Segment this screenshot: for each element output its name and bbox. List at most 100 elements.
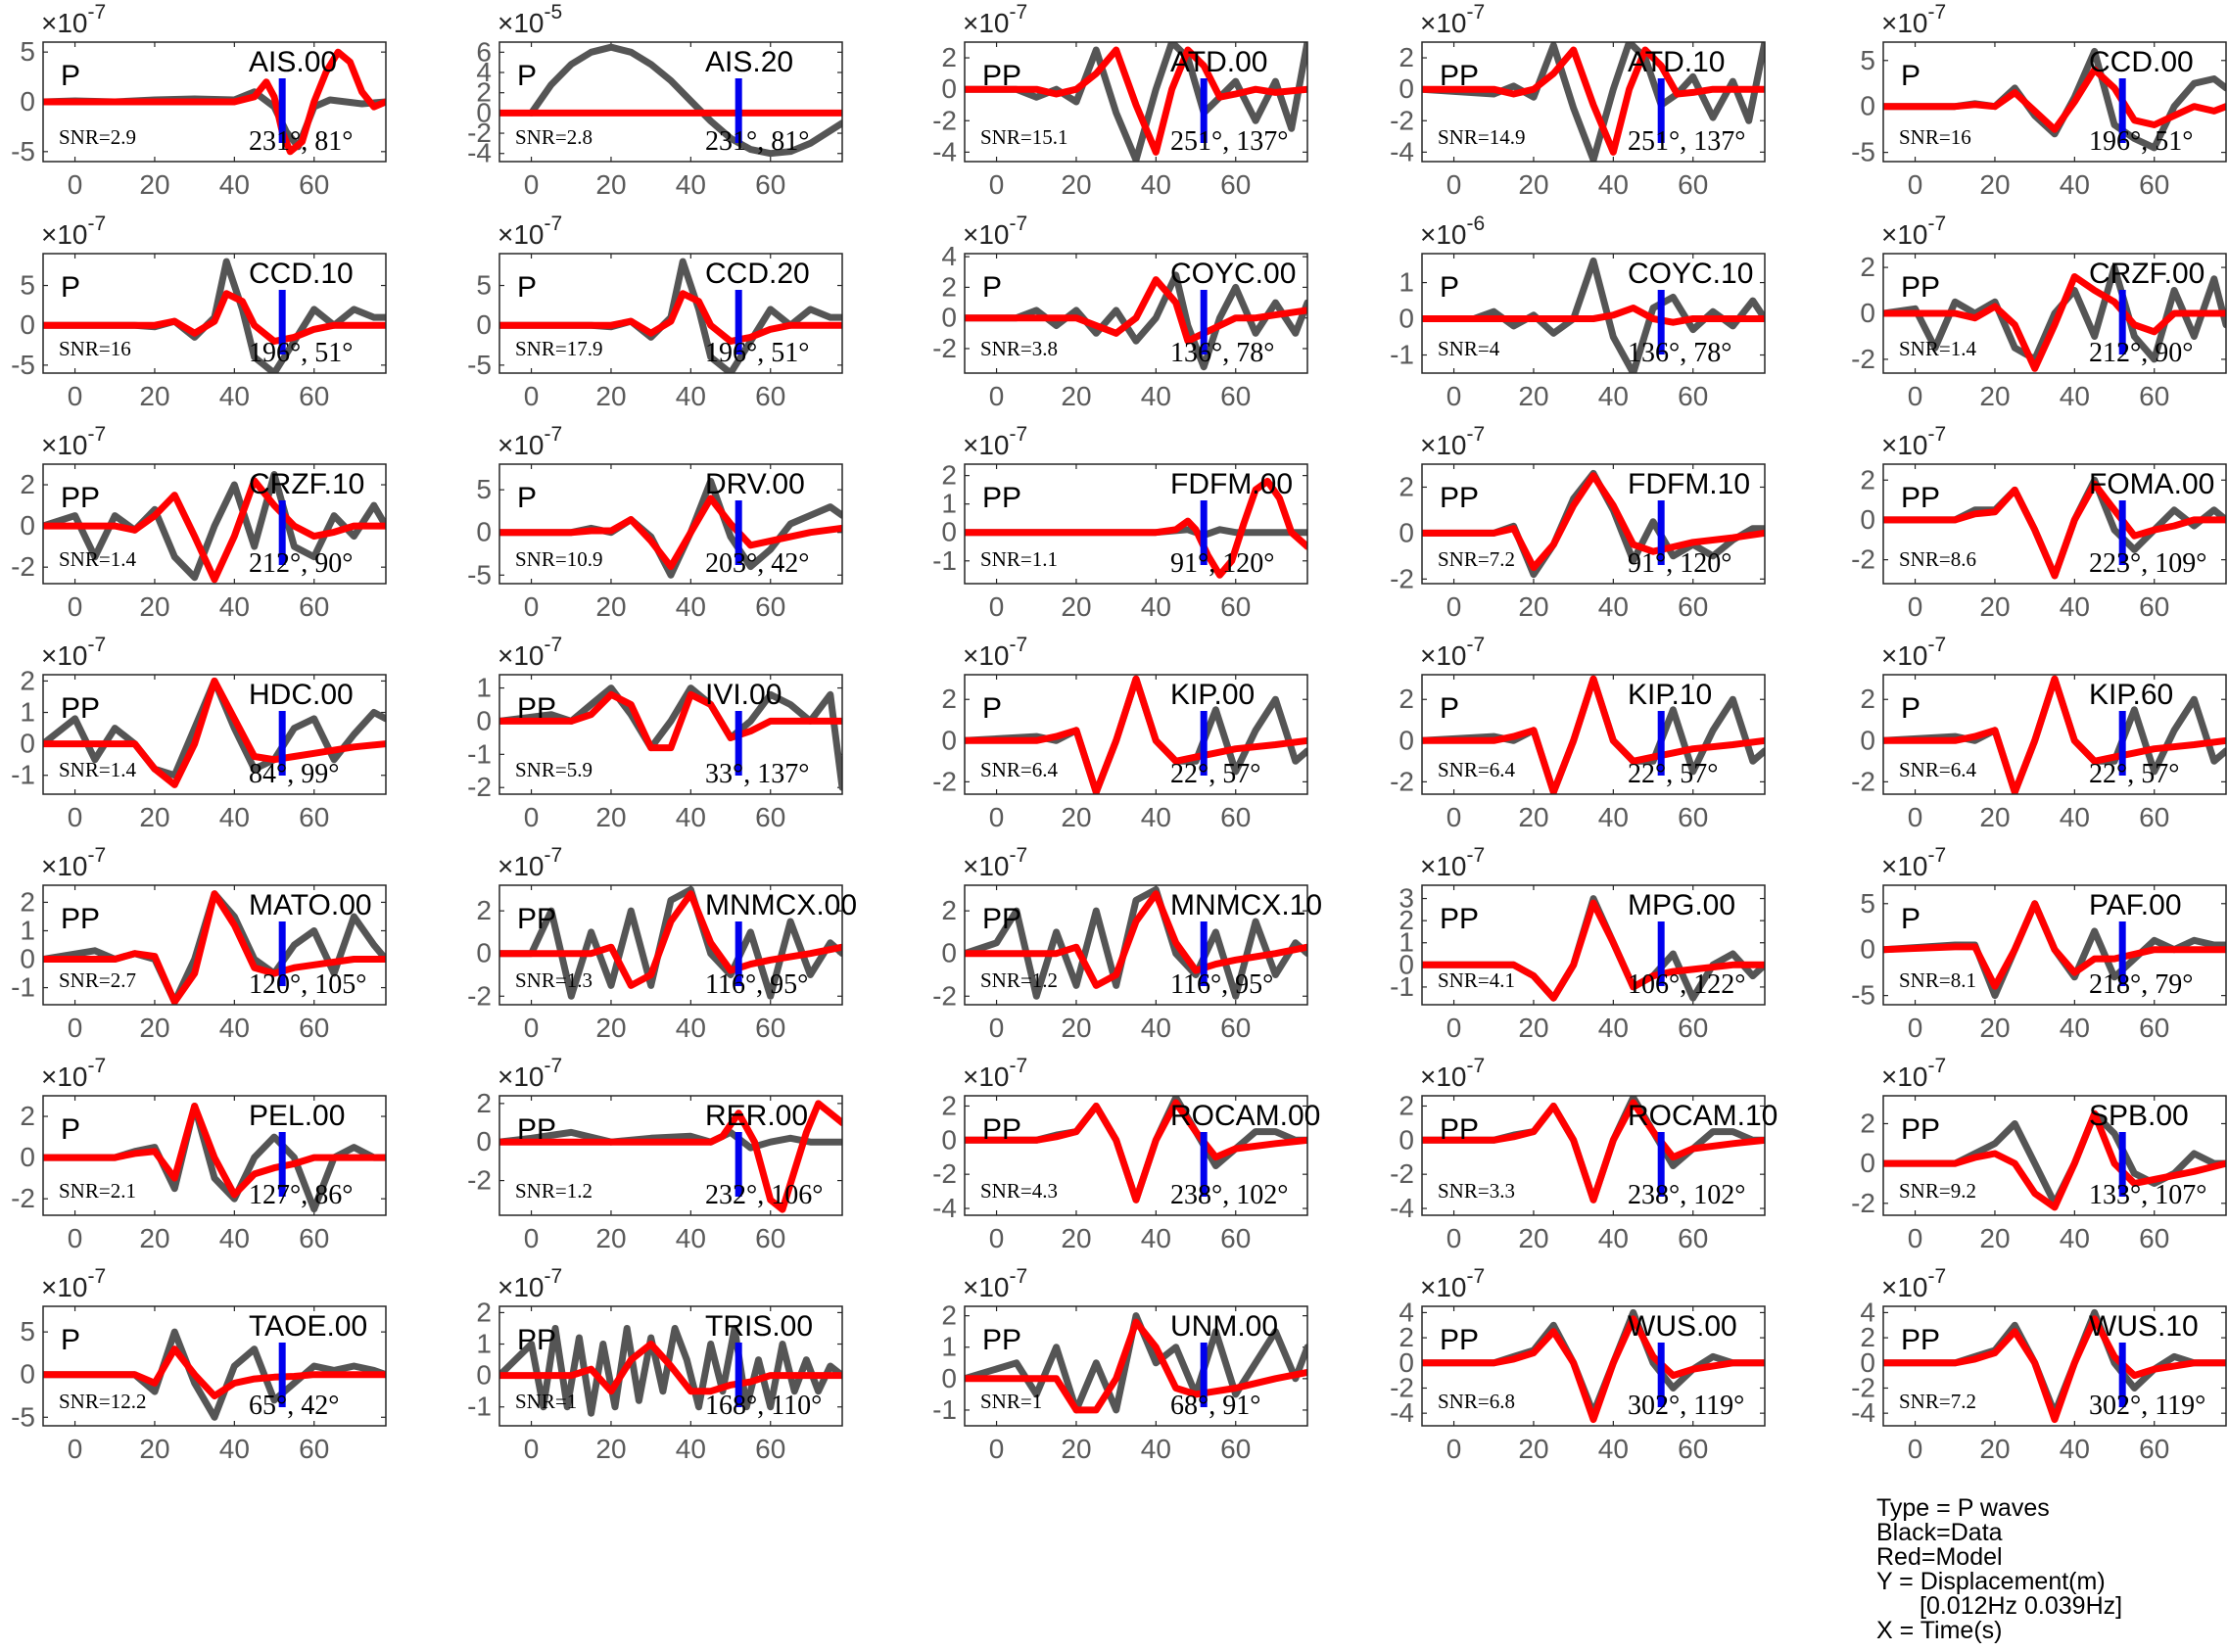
exponent-base: ×10	[41, 640, 88, 671]
x-tick-label: 20	[1061, 169, 1091, 200]
x-tick-label: 60	[1220, 1434, 1251, 1464]
x-tick-label: 60	[2139, 169, 2169, 200]
axes-box	[964, 884, 1308, 1006]
exponent-base: ×10	[963, 1062, 1010, 1092]
exponent-label: ×10-7	[1881, 844, 1946, 881]
model-trace	[1883, 1315, 2226, 1424]
azimuth-label: 22°, 57°	[2089, 759, 2179, 789]
snr-label: SNR=4.1	[1438, 968, 1515, 992]
model-trace	[1883, 480, 2226, 580]
x-tick-label: 60	[299, 591, 329, 622]
azimuth-label: 84°, 99°	[249, 759, 339, 789]
exponent-base: ×10	[963, 640, 1010, 671]
station-label: RER.00	[705, 1100, 808, 1132]
axes-box	[964, 41, 1308, 163]
y-tick-label: 0	[1860, 91, 1875, 121]
y-tick-label: -5	[11, 136, 35, 166]
azimuth-label: 251°, 137°	[1170, 126, 1288, 157]
x-tick-label: 60	[1678, 591, 1708, 622]
y-tick-label: 1	[20, 915, 35, 945]
x-tick-label: 60	[755, 1013, 785, 1043]
y-tick-label: 0	[941, 517, 957, 547]
exponent-label: ×10-7	[963, 423, 1027, 460]
x-tick-label: 60	[1220, 381, 1251, 411]
x-tick-label: 60	[299, 1013, 329, 1043]
model-trace	[43, 1345, 386, 1399]
x-tick-label: 40	[1598, 591, 1629, 622]
phase-label: PP	[517, 1324, 556, 1356]
x-tick-label: 40	[1141, 169, 1171, 200]
exponent-label: ×10-7	[963, 844, 1027, 881]
exponent-power: -7	[1010, 844, 1028, 867]
y-tick-label: 0	[1398, 725, 1414, 755]
y-tick-label: 0	[476, 938, 492, 968]
station-label: MPG.00	[1628, 889, 1735, 921]
x-tick-label: 40	[1141, 1013, 1171, 1043]
axes-box	[42, 1305, 387, 1427]
x-tick-label: 20	[1979, 1013, 2010, 1043]
axes-box	[964, 463, 1308, 585]
y-tick-label: -5	[11, 1401, 35, 1432]
exponent-base: ×10	[1881, 851, 1928, 881]
y-tick-label: 2	[941, 42, 957, 72]
station-label: COYC.10	[1628, 258, 1753, 290]
azimuth-label: 33°, 137°	[705, 759, 809, 789]
y-tick-label: -2	[932, 105, 957, 135]
x-tick-label: 40	[676, 1223, 706, 1253]
x-tick-label: 20	[595, 381, 626, 411]
x-tick-label: 0	[1908, 169, 1923, 200]
snr-label: SNR=17.9	[515, 337, 602, 360]
y-tick-label: 4	[941, 241, 957, 271]
traces	[1883, 900, 2226, 1000]
x-tick-label: 20	[595, 169, 626, 200]
y-tick-label: 5	[20, 1316, 35, 1346]
azimuth-label: 91°, 120°	[1628, 548, 1731, 579]
station-label: AIS.00	[249, 46, 337, 78]
model-trace	[965, 46, 1307, 156]
x-tick-label: 0	[68, 1434, 83, 1464]
x-tick-label: 60	[1678, 169, 1708, 200]
snr-label: SNR=7.2	[1438, 547, 1515, 571]
y-tick-label: 4	[1398, 1297, 1414, 1327]
azimuth-label: 212°, 90°	[249, 548, 353, 579]
model-trace	[1422, 1099, 1765, 1204]
y-tick-label: -1	[11, 760, 35, 790]
axes-box	[42, 41, 387, 163]
exponent-base: ×10	[963, 219, 1010, 250]
axes-box	[42, 253, 387, 374]
x-tick-label: 0	[989, 1223, 1005, 1253]
snr-label: SNR=1	[980, 1390, 1042, 1413]
station-label: FDFM.10	[1628, 468, 1750, 500]
x-tick-label: 20	[1061, 1013, 1091, 1043]
y-tick-label: 2	[1398, 905, 1414, 935]
exponent-power: -7	[1010, 1, 1028, 24]
exponent-label: ×10-6	[1420, 212, 1485, 250]
azimuth-label: 238°, 102°	[1628, 1180, 1745, 1210]
x-tick-label: 20	[1979, 1434, 2010, 1464]
traces	[1883, 476, 2226, 580]
axes-box	[1882, 1305, 2227, 1427]
station-label: CRZF.10	[249, 468, 364, 500]
axes-box	[1882, 253, 2227, 374]
y-tick-label: 0	[1398, 517, 1414, 547]
exponent-power: -7	[88, 634, 107, 656]
y-tick-label: -4	[1390, 1397, 1414, 1428]
legend-band: [0.012Hz 0.039Hz]	[1920, 1592, 2123, 1620]
y-tick-label: 0	[941, 303, 957, 333]
exponent-power: -7	[88, 423, 107, 446]
snr-label: SNR=12.2	[59, 1390, 146, 1413]
y-tick-label: 1	[476, 673, 492, 703]
exponent-base: ×10	[963, 8, 1010, 38]
axes-box	[1421, 463, 1766, 585]
station-label: ATD.00	[1170, 46, 1267, 78]
x-tick-label: 0	[989, 169, 1005, 200]
snr-label: SNR=1.2	[515, 1179, 593, 1203]
x-tick-label: 60	[2139, 1013, 2169, 1043]
exponent-base: ×10	[1420, 219, 1467, 250]
y-tick-label: -2	[1390, 105, 1414, 135]
